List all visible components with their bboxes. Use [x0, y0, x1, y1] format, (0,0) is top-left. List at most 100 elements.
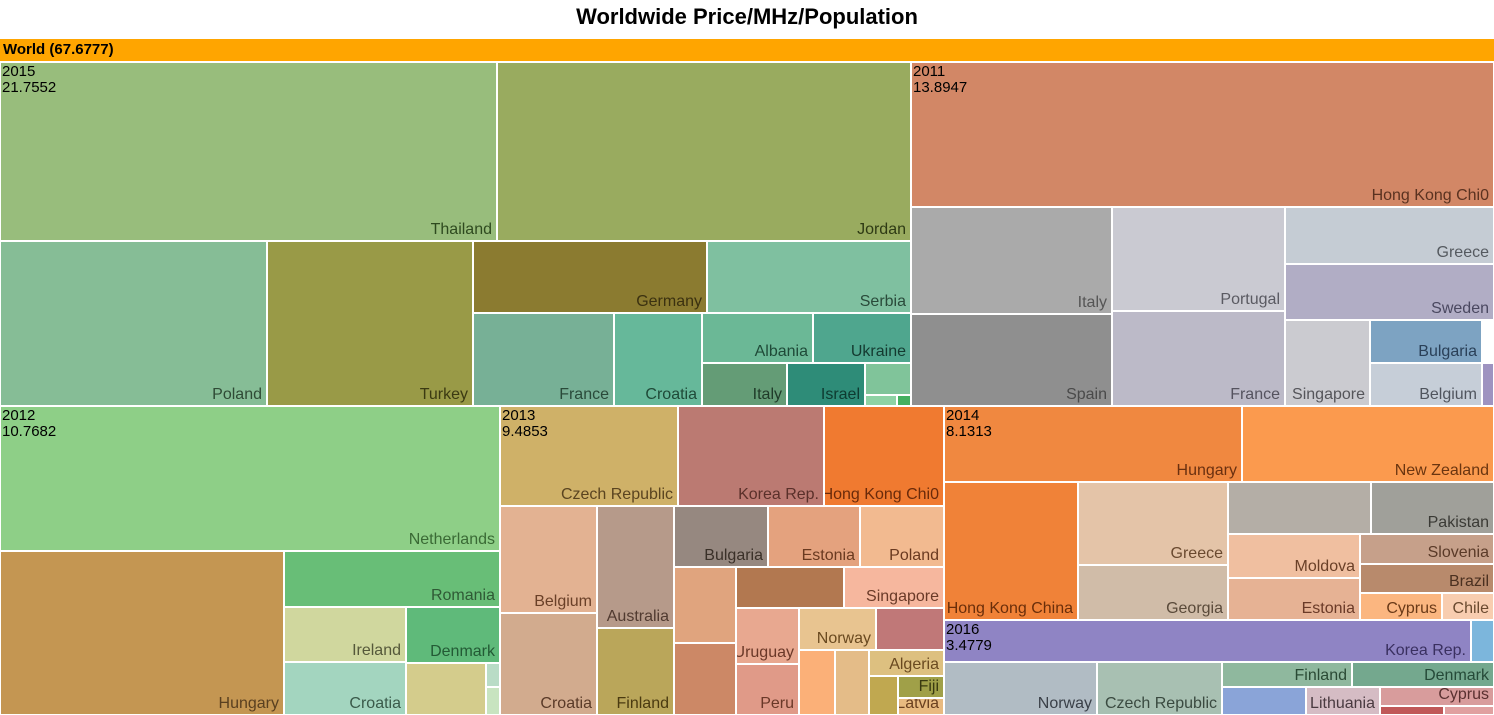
cell-2016-10[interactable]: [1471, 620, 1494, 662]
cell-label: Serbia: [859, 293, 906, 310]
cell-2014-hungary[interactable]: Hungary: [944, 406, 1242, 482]
cell-label: Thailand: [430, 221, 492, 238]
cell-2016-norway[interactable]: Norway: [944, 662, 1097, 715]
cell-2013-poland[interactable]: Poland: [860, 506, 944, 567]
cell-2012-romania[interactable]: Romania: [284, 551, 500, 607]
cell-2011-bulgaria[interactable]: Bulgaria: [1370, 320, 1482, 363]
cell-2013-finland[interactable]: Finland: [597, 628, 674, 715]
cell-label: Ukraine: [850, 343, 906, 360]
cell-2014-slovenia[interactable]: Slovenia: [1360, 534, 1494, 564]
cell-2016-finland[interactable]: Finland: [1222, 662, 1352, 687]
cell-2015-france[interactable]: France: [473, 313, 614, 406]
cell-2013-australia[interactable]: Australia: [597, 506, 674, 628]
cell-2016-9[interactable]: [1444, 706, 1494, 715]
cell-label: Netherlands: [408, 531, 495, 548]
cell-2013-korea-rep[interactable]: Korea Rep.: [678, 406, 824, 506]
cell-2013-algeria[interactable]: Algeria: [869, 650, 944, 676]
cell-label: Czech Republic: [560, 486, 673, 503]
cell-2013-17[interactable]: [674, 567, 736, 643]
cell-label: Norway: [1037, 695, 1092, 712]
cell-2013-belgium[interactable]: Belgium: [500, 506, 597, 613]
cell-2015-ukraine[interactable]: Ukraine: [813, 313, 911, 363]
cell-2013-21[interactable]: [799, 650, 835, 715]
cell-2013-croatia[interactable]: Croatia: [500, 613, 597, 715]
cell-2013-fiji[interactable]: Fiji: [898, 676, 944, 698]
cell-2016-denmark[interactable]: Denmark: [1352, 662, 1494, 687]
cell-2015-croatia[interactable]: Croatia: [614, 313, 702, 406]
cell-2013-uruguay[interactable]: Uruguay: [736, 608, 799, 664]
cell-2014-12[interactable]: [1228, 482, 1371, 534]
cell-2015-poland[interactable]: Poland: [0, 241, 267, 406]
cell-label: Hong Kong Chi0: [824, 486, 939, 503]
cell-2014-chile[interactable]: Chile: [1442, 593, 1494, 620]
cell-2013-20[interactable]: [876, 608, 944, 650]
cell-2015-germany[interactable]: Germany: [473, 241, 707, 313]
cell-label: Turkey: [419, 386, 468, 403]
cell-2015-14[interactable]: [897, 395, 911, 406]
cell-2016-7[interactable]: [1222, 687, 1306, 715]
cell-2014-pakistan[interactable]: Pakistan: [1371, 482, 1494, 534]
cell-2013-hong-kong-chi0[interactable]: Hong Kong Chi0: [824, 406, 944, 506]
cell-label: Italy: [1077, 294, 1107, 311]
cell-2011-10[interactable]: [1482, 363, 1494, 406]
cell-2014-georgia[interactable]: Georgia: [1078, 565, 1228, 620]
cell-2012-denmark[interactable]: Denmark: [406, 607, 500, 663]
cell-2013-18[interactable]: [736, 567, 844, 608]
cell-2015-thailand[interactable]: Thailand: [0, 62, 497, 241]
cell-2014-moldova[interactable]: Moldova: [1228, 534, 1360, 578]
cell-2016-lithuania[interactable]: Lithuania: [1306, 687, 1380, 715]
cell-label: Belgium: [534, 593, 592, 610]
root-bar[interactable]: World (67.6777): [0, 39, 1494, 61]
cell-2012-ireland[interactable]: Ireland: [284, 607, 406, 662]
cell-2015-albania[interactable]: Albania: [702, 313, 813, 363]
cell-2011-italy[interactable]: Italy: [911, 207, 1112, 314]
cell-2014-new-zealand[interactable]: New Zealand: [1242, 406, 1494, 482]
cell-2015-12[interactable]: [865, 363, 911, 395]
cell-2012-hungary[interactable]: Hungary: [0, 551, 284, 715]
cell-2013-19[interactable]: [674, 643, 736, 715]
cell-2013-bulgaria[interactable]: Bulgaria: [674, 506, 768, 567]
cell-2011-greece[interactable]: Greece: [1285, 207, 1494, 264]
cell-label: Sweden: [1431, 300, 1489, 317]
cell-2011-belgium[interactable]: Belgium: [1370, 363, 1482, 406]
cell-2012-7[interactable]: [486, 663, 500, 687]
cell-2013-estonia[interactable]: Estonia: [768, 506, 860, 567]
cell-2014-hong-kong-china[interactable]: Hong Kong China: [944, 482, 1078, 620]
cell-2012-croatia[interactable]: Croatia: [284, 662, 406, 715]
cell-2011-spain[interactable]: Spain: [911, 314, 1112, 406]
cell-2014-cyprus[interactable]: Cyprus: [1360, 593, 1442, 620]
cell-2016-korea-rep[interactable]: Korea Rep.: [944, 620, 1471, 662]
cell-2014-estonia[interactable]: Estonia: [1228, 578, 1360, 620]
cell-2014-greece[interactable]: Greece: [1078, 482, 1228, 565]
cell-2015-israel[interactable]: Israel: [787, 363, 865, 406]
cell-2015-serbia[interactable]: Serbia: [707, 241, 911, 313]
cell-2015-turkey[interactable]: Turkey: [267, 241, 473, 406]
cell-2015-italy[interactable]: Italy: [702, 363, 787, 406]
cell-2016-czech-republic[interactable]: Czech Republic: [1097, 662, 1222, 715]
cell-2015-13[interactable]: [865, 395, 897, 406]
cell-label: Cyprus: [1386, 600, 1437, 617]
cell-2015-jordan[interactable]: Jordan: [497, 62, 911, 241]
cell-2016-cyprus[interactable]: Cyprus: [1380, 687, 1494, 706]
cell-2014-brazil[interactable]: Brazil: [1360, 564, 1494, 593]
cell-2011-france[interactable]: France: [1112, 311, 1285, 406]
cell-label: Czech Republic: [1104, 695, 1217, 712]
cell-2011-singapore[interactable]: Singapore: [1285, 320, 1370, 406]
cell-2013-czech-republic[interactable]: Czech Republic: [500, 406, 678, 506]
cell-2011-hong-kong-chi0[interactable]: Hong Kong Chi0: [911, 62, 1494, 207]
cell-label: Peru: [760, 695, 794, 712]
cell-2011-portugal[interactable]: Portugal: [1112, 207, 1285, 311]
cell-2013-latvia[interactable]: Latvia: [898, 698, 944, 715]
cell-2011-sweden[interactable]: Sweden: [1285, 264, 1494, 320]
cell-2012-8[interactable]: [486, 687, 500, 715]
cell-2013-singapore[interactable]: Singapore: [844, 567, 944, 608]
cell-2013-peru[interactable]: Peru: [736, 664, 799, 715]
cell-2013-23[interactable]: [869, 676, 898, 715]
cell-label: Korea Rep.: [738, 486, 819, 503]
cell-2012-6[interactable]: [406, 663, 486, 715]
cell-2013-norway[interactable]: Norway: [799, 608, 876, 650]
cell-label: Algeria: [889, 656, 939, 673]
cell-2012-netherlands[interactable]: Netherlands: [0, 406, 500, 551]
cell-2016-8[interactable]: [1380, 706, 1444, 715]
cell-2013-22[interactable]: [835, 650, 869, 715]
